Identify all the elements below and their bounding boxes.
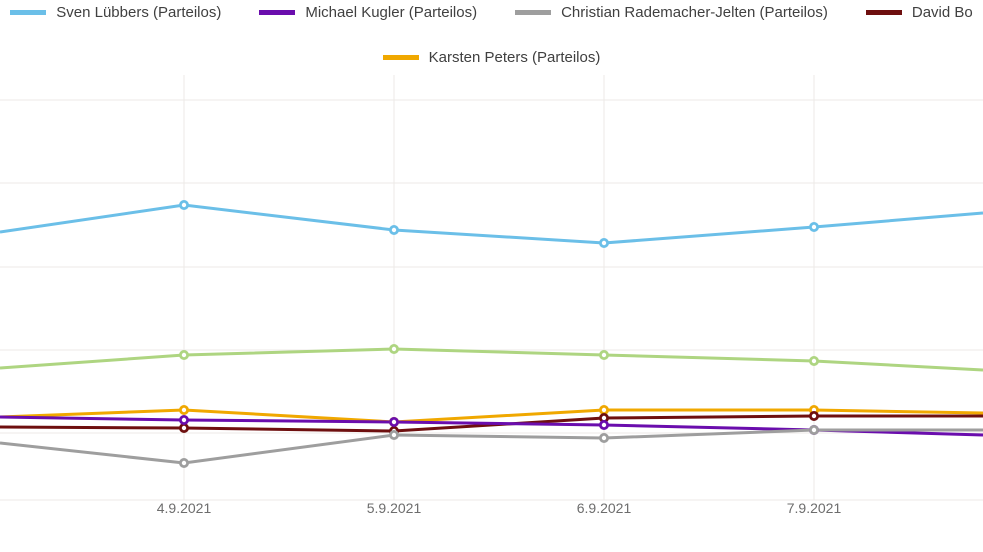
- data-point-center: [392, 433, 396, 437]
- legend-item[interactable]: David Bo: [866, 4, 973, 21]
- legend-label: David Bo: [912, 4, 973, 21]
- data-point-center: [602, 436, 606, 440]
- data-point-center: [392, 347, 396, 351]
- x-axis-tick-label: 5.9.2021: [367, 500, 422, 516]
- chart-svg: 4.9.2021 5.9.2021 6.9.2021 7.9.2021: [0, 75, 983, 520]
- legend-label: Christian Rademacher-Jelten (Parteilos): [561, 4, 828, 21]
- data-point-center: [182, 461, 186, 465]
- x-axis-tick-label: 4.9.2021: [157, 500, 212, 516]
- x-axis-tick-label: 7.9.2021: [787, 500, 842, 516]
- legend-item[interactable]: Sven Lübbers (Parteilos): [10, 4, 221, 21]
- data-point-center: [182, 203, 186, 207]
- legend: Sven Lübbers (Parteilos) Michael Kugler …: [0, 4, 983, 66]
- plot-area: 4.9.2021 5.9.2021 6.9.2021 7.9.2021: [0, 75, 983, 520]
- data-point-center: [392, 228, 396, 232]
- data-point-center: [602, 241, 606, 245]
- data-point-center: [182, 418, 186, 422]
- data-point-center: [602, 353, 606, 357]
- x-axis-tick-label: 6.9.2021: [577, 500, 632, 516]
- series-line-sven-luebbers[interactable]: [0, 205, 983, 243]
- legend-item[interactable]: Karsten Peters (Parteilos): [10, 49, 973, 66]
- data-point-center: [182, 408, 186, 412]
- legend-label: Karsten Peters (Parteilos): [429, 49, 601, 66]
- data-point-center: [182, 426, 186, 430]
- data-point-center: [812, 414, 816, 418]
- data-point-center: [182, 353, 186, 357]
- legend-swatch: [10, 10, 46, 15]
- legend-item[interactable]: Michael Kugler (Parteilos): [259, 4, 477, 21]
- legend-swatch: [259, 10, 295, 15]
- series-line-christian-rademacher-jelten[interactable]: [0, 430, 983, 463]
- legend-item[interactable]: Christian Rademacher-Jelten (Parteilos): [515, 4, 828, 21]
- data-point-center: [812, 428, 816, 432]
- data-point-center: [602, 423, 606, 427]
- legend-swatch: [866, 10, 902, 15]
- data-point-center: [392, 420, 396, 424]
- data-point-center: [812, 359, 816, 363]
- series-line-green-unknown[interactable]: [0, 349, 983, 370]
- legend-swatch: [515, 10, 551, 15]
- legend-swatch: [383, 55, 419, 60]
- chart-container: { "chart": { "type": "line", "background…: [0, 0, 983, 552]
- data-point-center: [602, 416, 606, 420]
- legend-label: Sven Lübbers (Parteilos): [56, 4, 221, 21]
- data-point-center: [812, 225, 816, 229]
- legend-label: Michael Kugler (Parteilos): [305, 4, 477, 21]
- data-point-center: [602, 408, 606, 412]
